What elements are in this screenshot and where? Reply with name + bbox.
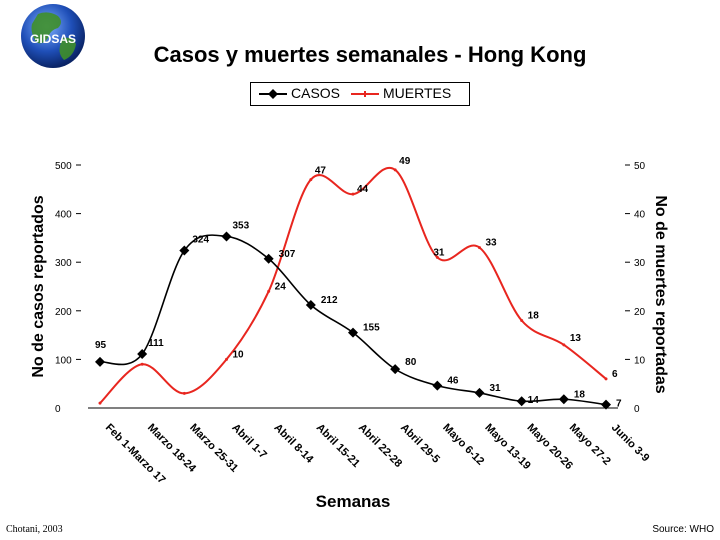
x-tick-label: Abril 29-5 [398, 422, 442, 466]
casos-data-label: 324 [192, 235, 209, 246]
y-axis-title: No de casos reportados [30, 195, 47, 377]
casos-point [305, 299, 316, 310]
casos-point [601, 399, 611, 410]
x-tick-label: Abril 22-28 [356, 422, 404, 470]
muertes-point [140, 362, 144, 366]
x-tick-label: Mayo 27-2 [567, 422, 613, 468]
legend-casos-label: CASOS [291, 85, 341, 101]
casos-data-label: 155 [363, 323, 380, 334]
casos-data-label: 80 [405, 357, 417, 368]
casos-point [432, 380, 443, 391]
muertes-data-label: 10 [233, 349, 245, 360]
x-tick-label: Abril 15-21 [314, 422, 362, 470]
muertes-data-label: 33 [486, 238, 498, 249]
y-tick-label: 200 [55, 307, 72, 318]
casos-point [390, 364, 401, 375]
muertes-point [562, 343, 566, 347]
casos-data-label: 18 [574, 389, 586, 400]
casos-data-label: 14 [528, 395, 540, 406]
casos-point [558, 394, 569, 405]
casos-point [348, 327, 358, 338]
casos-data-label: 7 [616, 399, 622, 410]
y2-tick-label: 40 [634, 210, 646, 221]
casos-point [474, 387, 485, 398]
casos-data-label: 95 [95, 340, 107, 351]
muertes-data-label: 47 [315, 166, 327, 177]
casos-point [137, 349, 148, 360]
x-tick-label: Abril 1-7 [229, 422, 269, 462]
casos-point [179, 245, 190, 256]
muertes-point [267, 289, 271, 293]
x-axis-title: Semanas [316, 492, 391, 511]
muertes-point [478, 246, 481, 250]
casos-point [95, 356, 105, 367]
muertes-data-label: 44 [357, 184, 369, 195]
logo-text: GIDSAS [30, 32, 76, 46]
casos-point [263, 253, 274, 264]
chart-legend: CASOS MUERTES [250, 82, 470, 106]
muertes-data-label: 24 [275, 281, 287, 292]
muertes-point [225, 357, 228, 361]
y-tick-label: 100 [55, 355, 72, 366]
muertes-point [351, 192, 355, 196]
muertes-point [98, 401, 102, 405]
casos-data-label: 353 [233, 220, 250, 231]
muertes-point [520, 319, 524, 323]
y2-tick-label: 10 [634, 355, 646, 366]
muertes-point [435, 255, 439, 259]
muertes-data-label: 13 [570, 333, 582, 344]
x-tick-label: Mayo 6-12 [440, 422, 486, 468]
series-muertes-line [99, 166, 607, 404]
casos-point [221, 231, 232, 242]
muertes-point [393, 168, 397, 172]
y-tick-label: 500 [55, 161, 72, 172]
y2-tick-label: 30 [634, 258, 646, 269]
muertes-data-label: 6 [612, 369, 618, 380]
casos-data-label: 111 [148, 338, 164, 349]
casos-data-label: 307 [279, 249, 296, 260]
y2-tick-label: 0 [634, 404, 640, 415]
muertes-data-label: 49 [399, 156, 411, 167]
muertes-data-label: 18 [528, 311, 540, 322]
muertes-point [604, 377, 608, 381]
muertes-point [309, 178, 313, 182]
y2-tick-label: 20 [634, 307, 646, 318]
casos-data-label: 212 [321, 295, 338, 306]
y2-axis-title: No de muertes reportadas [652, 195, 669, 393]
x-tick-label: Abril 8-14 [272, 422, 317, 467]
casos-data-label: 31 [490, 383, 502, 394]
chart-title: Casos y muertes semanales - Hong Kong [153, 42, 587, 67]
author-credit: Chotani, 2003 [6, 524, 63, 535]
casos-point [516, 396, 527, 407]
gidsas-logo: GIDSAS [18, 2, 88, 70]
source-credit: Source: WHO [652, 524, 714, 535]
x-tick-label: Junio 3-9 [609, 422, 652, 465]
y-tick-label: 400 [55, 210, 72, 221]
y-tick-label: 0 [55, 404, 61, 415]
legend-muertes-label: MUERTES [383, 85, 452, 101]
muertes-point [182, 391, 186, 395]
y2-tick-label: 50 [634, 161, 646, 172]
muertes-data-label: 31 [433, 247, 445, 258]
y-tick-label: 300 [55, 258, 72, 269]
legend-casos-marker [268, 89, 278, 99]
casos-data-label: 46 [447, 376, 459, 387]
